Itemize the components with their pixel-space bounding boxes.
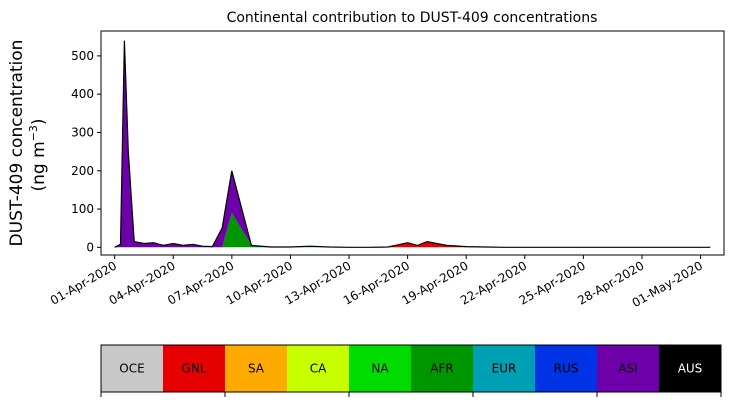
total-concentration-line <box>114 40 711 248</box>
legend-swatch-eur <box>473 345 536 392</box>
legend-label-na: NA <box>371 362 389 376</box>
plot-area: 0 100 200 300 400 500 01-Apr-202004-Apr-20200… <box>48 30 725 310</box>
legend-label-gnl: GNL <box>182 362 207 376</box>
y-axis-label-unit-exponent: −3 <box>27 125 40 141</box>
legend-label-aus: AUS <box>678 362 703 376</box>
legend-swatch-oce <box>101 345 164 392</box>
y-axis-label-line2: (ng m <box>29 141 49 191</box>
legend-swatch-na <box>349 345 412 392</box>
y-axis-label: DUST-409 concentration (ng m−3) <box>7 40 49 247</box>
plot-frame <box>100 30 725 256</box>
area-rus <box>114 212 711 248</box>
legend-swatch-rus <box>535 345 598 392</box>
chart-title: Continental contribution to DUST-409 con… <box>227 10 598 26</box>
legend-frame <box>100 344 722 393</box>
x-axis: 01-Apr-202004-Apr-202007-Apr-202010-Apr-… <box>48 255 705 310</box>
y-tick-label: 100 <box>71 202 94 216</box>
legend-colorbar: OCE GNL SA CA NA AFR EUR RUS ASI AUS <box>100 344 722 397</box>
y-axis: 0 100 200 300 400 500 <box>71 49 101 254</box>
area-asi <box>114 40 711 248</box>
legend-swatch-afr <box>411 345 474 392</box>
legend-label-sa: SA <box>248 362 265 376</box>
legend-label-eur: EUR <box>492 362 517 376</box>
legend-swatch-ca <box>287 345 350 392</box>
area-eur <box>114 212 711 248</box>
legend-swatch-sa <box>225 345 288 392</box>
legend-swatch-gnl <box>163 345 226 392</box>
y-tick-label: 500 <box>71 49 94 63</box>
stacked-areas <box>114 40 711 248</box>
y-tick-label: 0 <box>86 240 94 254</box>
legend-label-rus: RUS <box>554 362 579 376</box>
legend-swatch-asi <box>597 345 660 392</box>
y-tick-label: 400 <box>71 87 94 101</box>
legend-label-ca: CA <box>310 362 327 376</box>
legend-swatch-aus <box>659 345 722 392</box>
y-tick-label: 200 <box>71 164 94 178</box>
y-axis-label-line1: DUST-409 concentration <box>7 40 27 247</box>
legend-label-afr: AFR <box>430 362 453 376</box>
y-axis-label-close: ) <box>29 118 49 125</box>
y-tick-label: 300 <box>71 125 94 139</box>
area-aus <box>114 40 711 248</box>
area-afr <box>114 212 711 248</box>
legend-label-asi: ASI <box>618 362 637 376</box>
legend-label-oce: OCE <box>119 362 144 376</box>
